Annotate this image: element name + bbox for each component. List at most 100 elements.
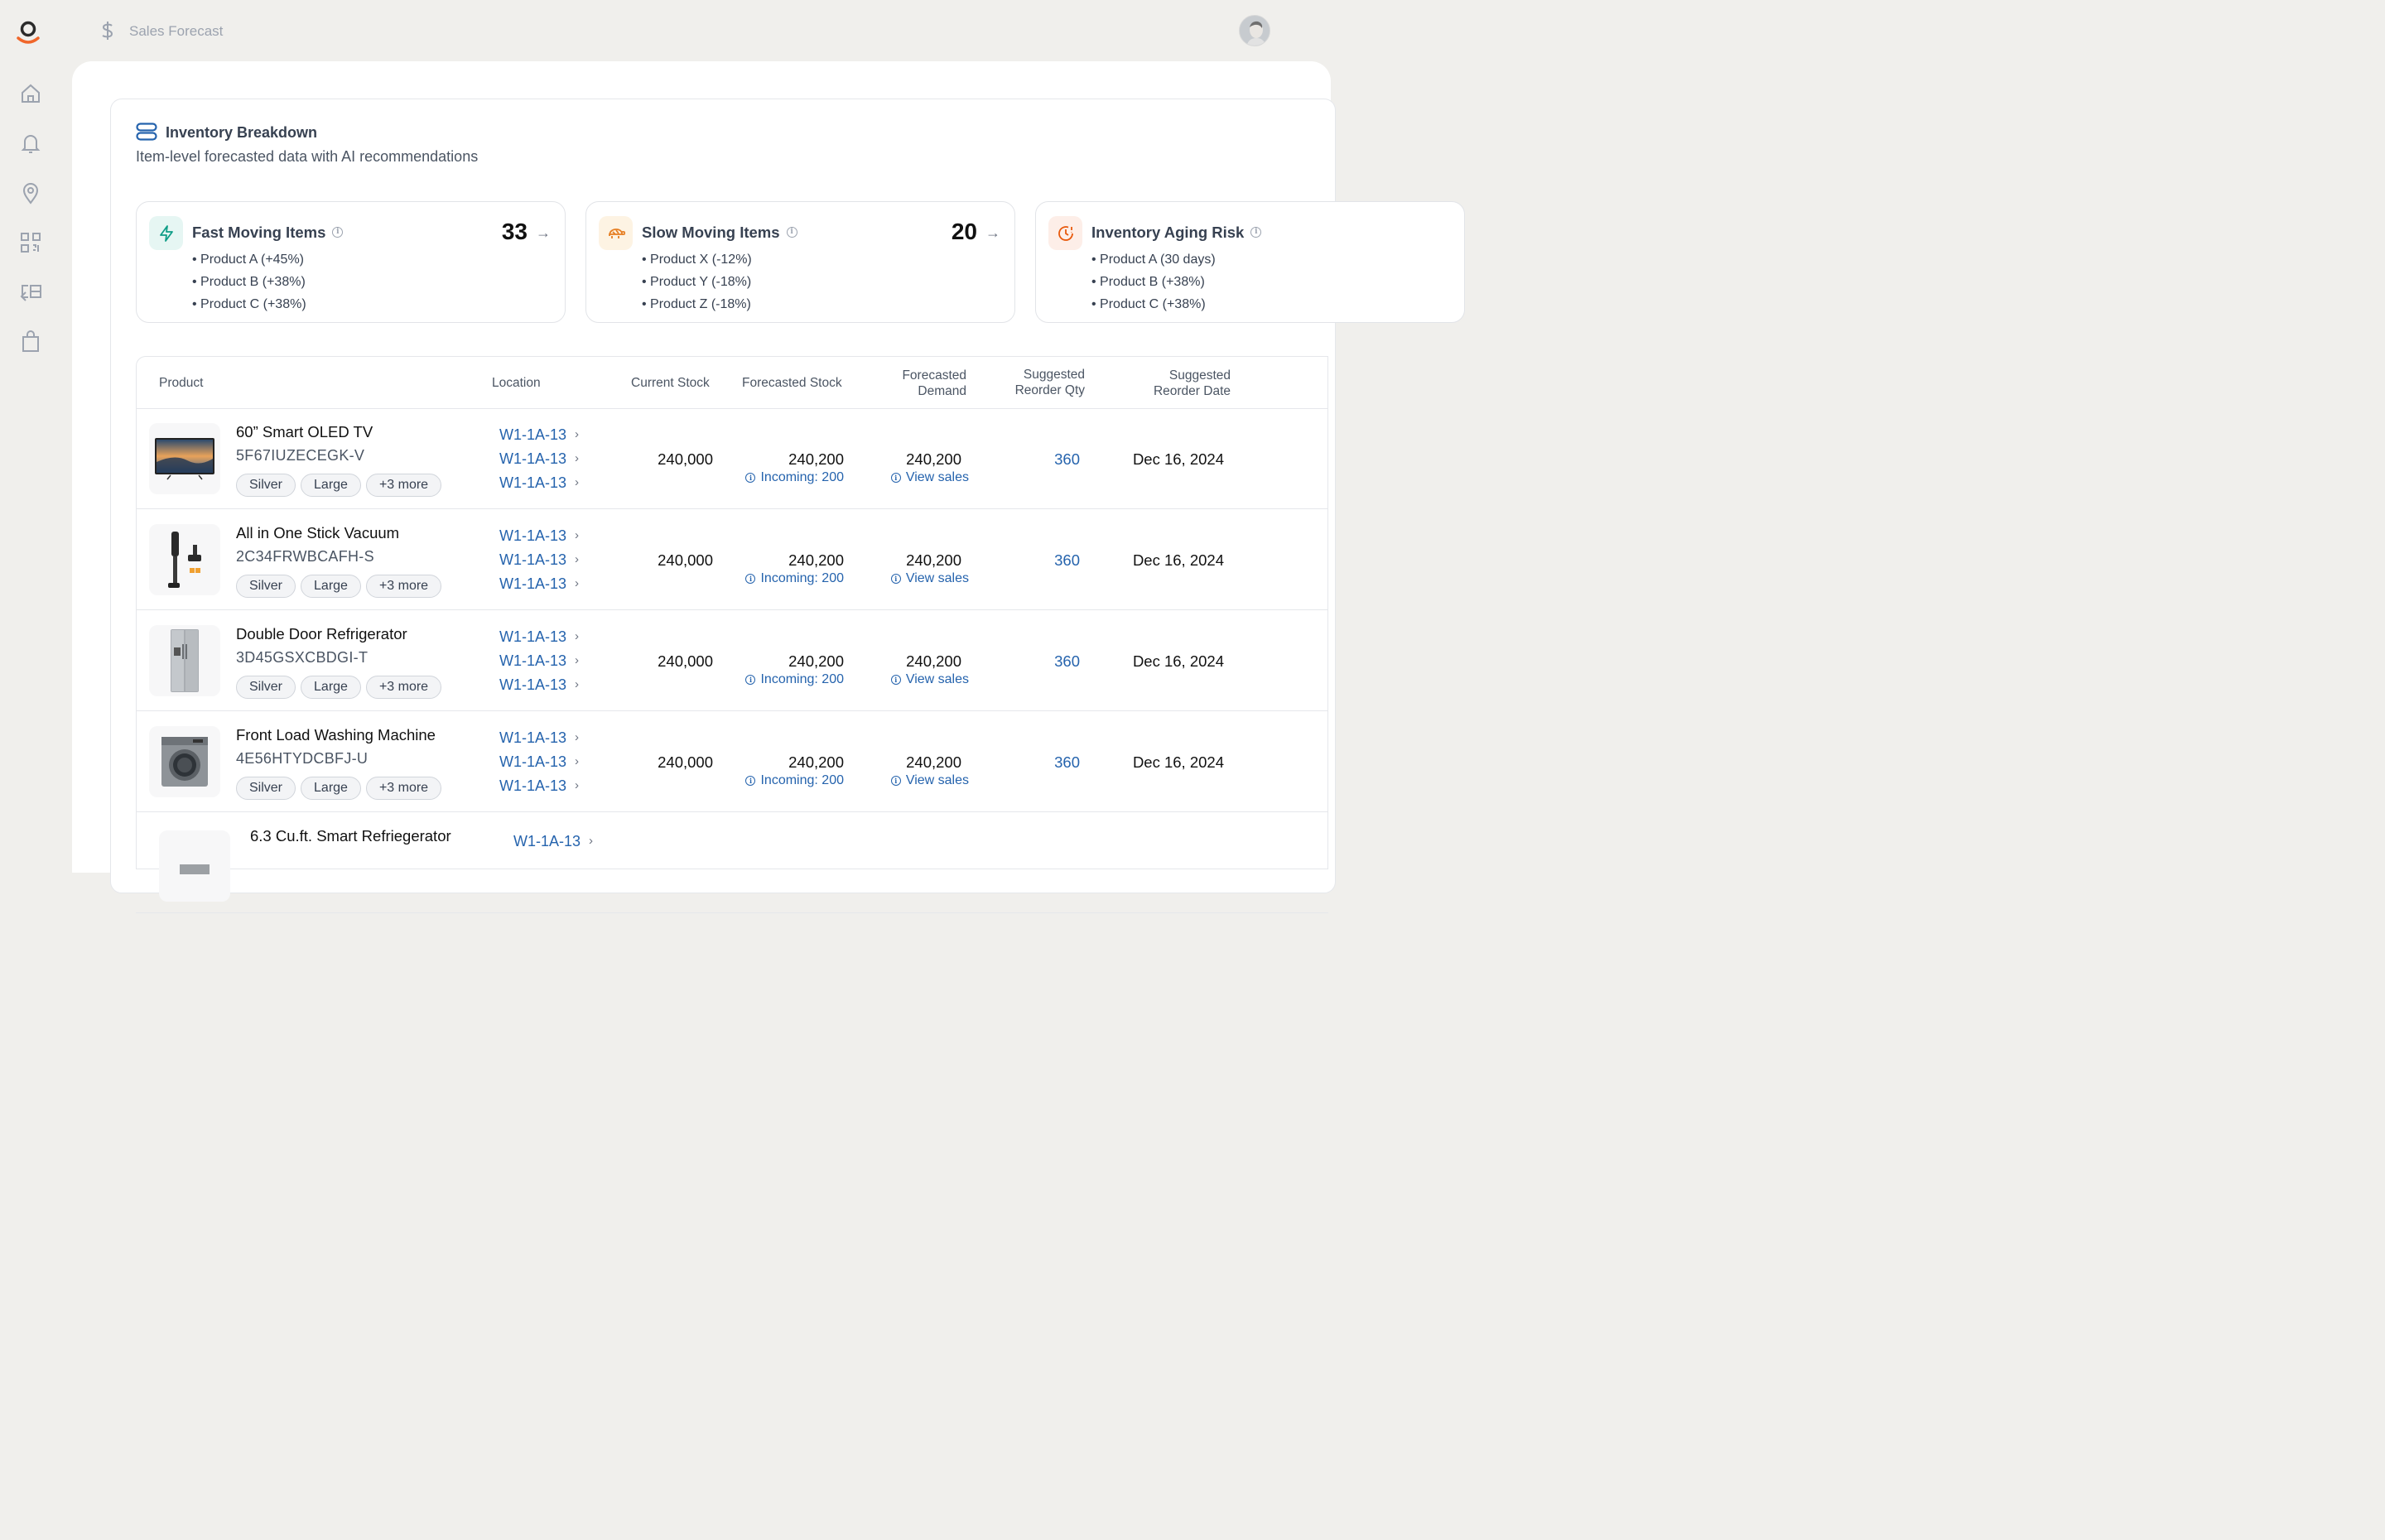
aging-risk-card[interactable]: Inventory Aging Risk i • Product A (30 da… [1035,201,1465,323]
reorder-qty[interactable]: 360 [1054,753,1080,771]
location-list: W1-1A-13 › W1-1A-13 › W1-1A-13 › [499,422,579,494]
returns-icon[interactable] [18,280,43,305]
tag-chip[interactable]: Silver [236,575,296,598]
table-row[interactable]: 60” Smart OLED TV 5F67IUZECEGK-V Silver Lar… [136,408,1328,509]
view-sales-label: View sales [905,470,969,484]
location-link[interactable]: W1-1A-13 › [499,523,579,547]
fast-moving-card[interactable]: Fast Moving Items i 33 → • Product A (+45… [136,201,566,323]
info-icon: i [745,675,756,685]
location-link[interactable]: W1-1A-13 › [499,648,579,672]
arrow-right-icon[interactable]: → [536,224,551,241]
qr-code-icon[interactable] [18,230,43,255]
stat-value: 33 [501,219,528,244]
header-reorder-qty[interactable]: Suggested Reorder Qty [990,367,1085,398]
bell-icon[interactable] [18,131,43,156]
location-link[interactable]: W1-1A-13 › [499,672,579,696]
location-link[interactable]: W1-1A-13 › [499,624,579,648]
stat-list-item: • Product C (+38%) [192,297,306,311]
header-forecasted-stock[interactable]: Forecasted Stock [742,376,842,390]
product-name[interactable]: Front Load Washing Machine [236,726,436,744]
table-row[interactable]: All in One Stick Vacuum 2C34FRWBCAFH-S Sil… [136,509,1328,610]
incoming-note[interactable]: i Incoming: 200 [716,571,844,586]
shopping-bag-icon[interactable] [18,330,43,354]
tag-list: Silver Large +3 more [236,777,442,800]
header-current-stock[interactable]: Current Stock [631,376,710,390]
product-image [159,830,230,902]
slow-moving-card[interactable]: Slow Moving Items i 20 → • Product X (-12… [585,201,1015,323]
view-sales-link[interactable]: i View sales [865,773,969,788]
reorder-qty[interactable]: 360 [1054,450,1080,468]
location-link[interactable]: W1-1A-13 › [499,749,579,773]
header-forecasted-demand[interactable]: Forecasted Demand [865,368,966,399]
product-name[interactable]: 6.3 Cu.ft. Smart Refriegerator [250,827,451,845]
incoming-label: Incoming: 200 [760,773,844,787]
tag-chip[interactable]: Large [301,575,361,598]
info-icon[interactable]: i [786,226,797,238]
tag-chip[interactable]: Silver [236,676,296,699]
product-name[interactable]: All in One Stick Vacuum [236,524,400,541]
view-sales-link[interactable]: i View sales [865,571,969,586]
location-label: W1-1A-13 [499,777,567,794]
tag-chip[interactable]: Silver [236,777,296,800]
product-name[interactable]: 60” Smart OLED TV [236,423,373,440]
incoming-note[interactable]: i Incoming: 200 [716,773,844,788]
table-row[interactable]: Double Door Refrigerator 3D45GSXCBDGI-T Si… [136,610,1328,711]
header-line: Reorder Date [1153,384,1231,398]
header-location[interactable]: Location [492,376,541,390]
stat-list-item: • Product C (+38%) [1091,297,1206,311]
tag-chip[interactable]: +3 more [365,575,442,598]
view-sales-link[interactable]: i View sales [865,672,969,687]
location-link[interactable]: W1-1A-13 › [513,829,593,853]
header-product[interactable]: Product [159,376,204,390]
tag-chip[interactable]: +3 more [365,676,442,699]
location-link[interactable]: W1-1A-13 › [499,470,579,494]
location-label: W1-1A-13 [499,575,567,592]
home-icon[interactable] [18,81,43,106]
info-icon[interactable]: i [1250,226,1262,238]
turtle-icon [599,216,633,250]
tag-chip[interactable]: Large [301,474,361,497]
reorder-date: Dec 16, 2024 [1132,551,1224,569]
info-icon: i [745,473,756,483]
tag-chip[interactable]: Large [301,676,361,699]
database-icon [136,123,157,145]
location-label: W1-1A-13 [499,628,567,645]
brand-logo-icon[interactable] [14,18,42,46]
tag-chip[interactable]: +3 more [365,474,442,497]
table-row[interactable]: 6.3 Cu.ft. Smart Refriegerator W1-1A-13 › [136,812,1328,913]
location-list: W1-1A-13 › W1-1A-13 › W1-1A-13 › [499,624,579,696]
info-icon: i [890,675,901,685]
product-sku: 4E56HTYDCBFJ-U [236,750,369,767]
tag-chip[interactable]: Silver [236,474,296,497]
header-reorder-date[interactable]: Suggested Reorder Date [1130,368,1231,399]
tag-chip[interactable]: +3 more [365,777,442,800]
location-link[interactable]: W1-1A-13 › [499,571,579,595]
view-sales-label: View sales [905,672,969,686]
incoming-note[interactable]: i Incoming: 200 [716,470,844,485]
avatar[interactable] [1239,15,1270,46]
incoming-note[interactable]: i Incoming: 200 [716,672,844,687]
stat-value: 20 [951,219,977,244]
section-title: Inventory Breakdown [166,124,318,141]
stat-list-item: • Product X (-12%) [642,253,752,267]
product-image [149,423,220,494]
view-sales-link[interactable]: i View sales [865,470,969,485]
info-icon[interactable]: i [332,226,344,238]
product-name[interactable]: Double Door Refrigerator [236,625,407,642]
tag-chip[interactable]: Large [301,777,361,800]
location-link[interactable]: W1-1A-13 › [499,446,579,470]
forecasted-stock: 240,200 [788,551,844,569]
arrow-right-icon[interactable]: → [985,224,1000,241]
location-pin-icon[interactable] [18,180,43,205]
reorder-qty[interactable]: 360 [1054,652,1080,670]
table-row[interactable]: Front Load Washing Machine 4E56HTYDCBFJ-U… [136,711,1328,812]
location-link[interactable]: W1-1A-13 › [499,773,579,797]
reorder-qty[interactable]: 360 [1054,551,1080,569]
location-link[interactable]: W1-1A-13 › [499,725,579,749]
reorder-date: Dec 16, 2024 [1132,753,1224,771]
incoming-label: Incoming: 200 [760,470,844,484]
location-link[interactable]: W1-1A-13 › [499,422,579,446]
tag-list: Silver Large +3 more [236,474,442,497]
section-subtitle: Item-level forecasted data with AI recom… [136,148,479,165]
location-link[interactable]: W1-1A-13 › [499,547,579,571]
